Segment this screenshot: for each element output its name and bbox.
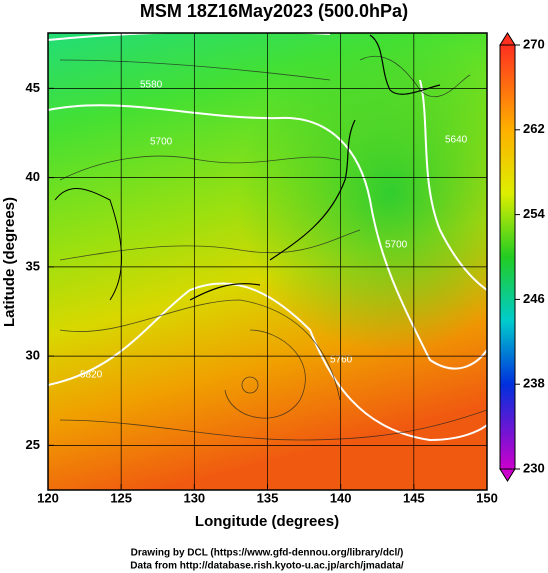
x-tick-label: 135 — [257, 490, 279, 505]
colorbar-min — [499, 468, 516, 482]
colorbar-tick-label: 230 — [523, 460, 545, 475]
y-tick-label: 25 — [26, 437, 40, 452]
credit: Drawing by DCL (https://www.gfd-dennou.o… — [131, 548, 404, 559]
contour-label: 5700 — [150, 137, 173, 148]
title: MSM 18Z16May2023 (500.0hPa) — [140, 1, 408, 21]
x-tick-label: 150 — [476, 490, 498, 505]
contour-label: 5580 — [140, 80, 163, 91]
colorbar-max — [499, 32, 516, 46]
y-tick-label: 40 — [26, 169, 40, 184]
x-tick-label: 120 — [37, 490, 59, 505]
credit: Data from http://database.rish.kyoto-u.a… — [130, 561, 404, 572]
colorbar-tick-label: 246 — [523, 291, 545, 306]
y-tick-label: 45 — [26, 80, 40, 95]
y-tick-label: 30 — [26, 348, 40, 363]
contour-label: 5640 — [445, 135, 468, 146]
colorbar-tick-label: 238 — [523, 376, 545, 391]
y-axis-label: Latitude (degrees) — [1, 197, 18, 327]
x-tick-label: 140 — [330, 490, 352, 505]
x-tick-label: 130 — [183, 490, 205, 505]
contour-label: 5820 — [80, 370, 103, 381]
colorbar-tick-label: 254 — [523, 206, 545, 221]
colorbar — [499, 44, 516, 470]
contour-label: 5700 — [385, 240, 408, 251]
colorbar-tick-label: 262 — [523, 121, 545, 136]
colorbar-tick-label: 270 — [523, 36, 545, 51]
y-tick-label: 35 — [26, 258, 40, 273]
contour-label: 5760 — [330, 355, 353, 366]
x-axis-label: Longitude (degrees) — [195, 513, 339, 530]
x-tick-label: 145 — [403, 490, 425, 505]
x-tick-label: 125 — [110, 490, 132, 505]
